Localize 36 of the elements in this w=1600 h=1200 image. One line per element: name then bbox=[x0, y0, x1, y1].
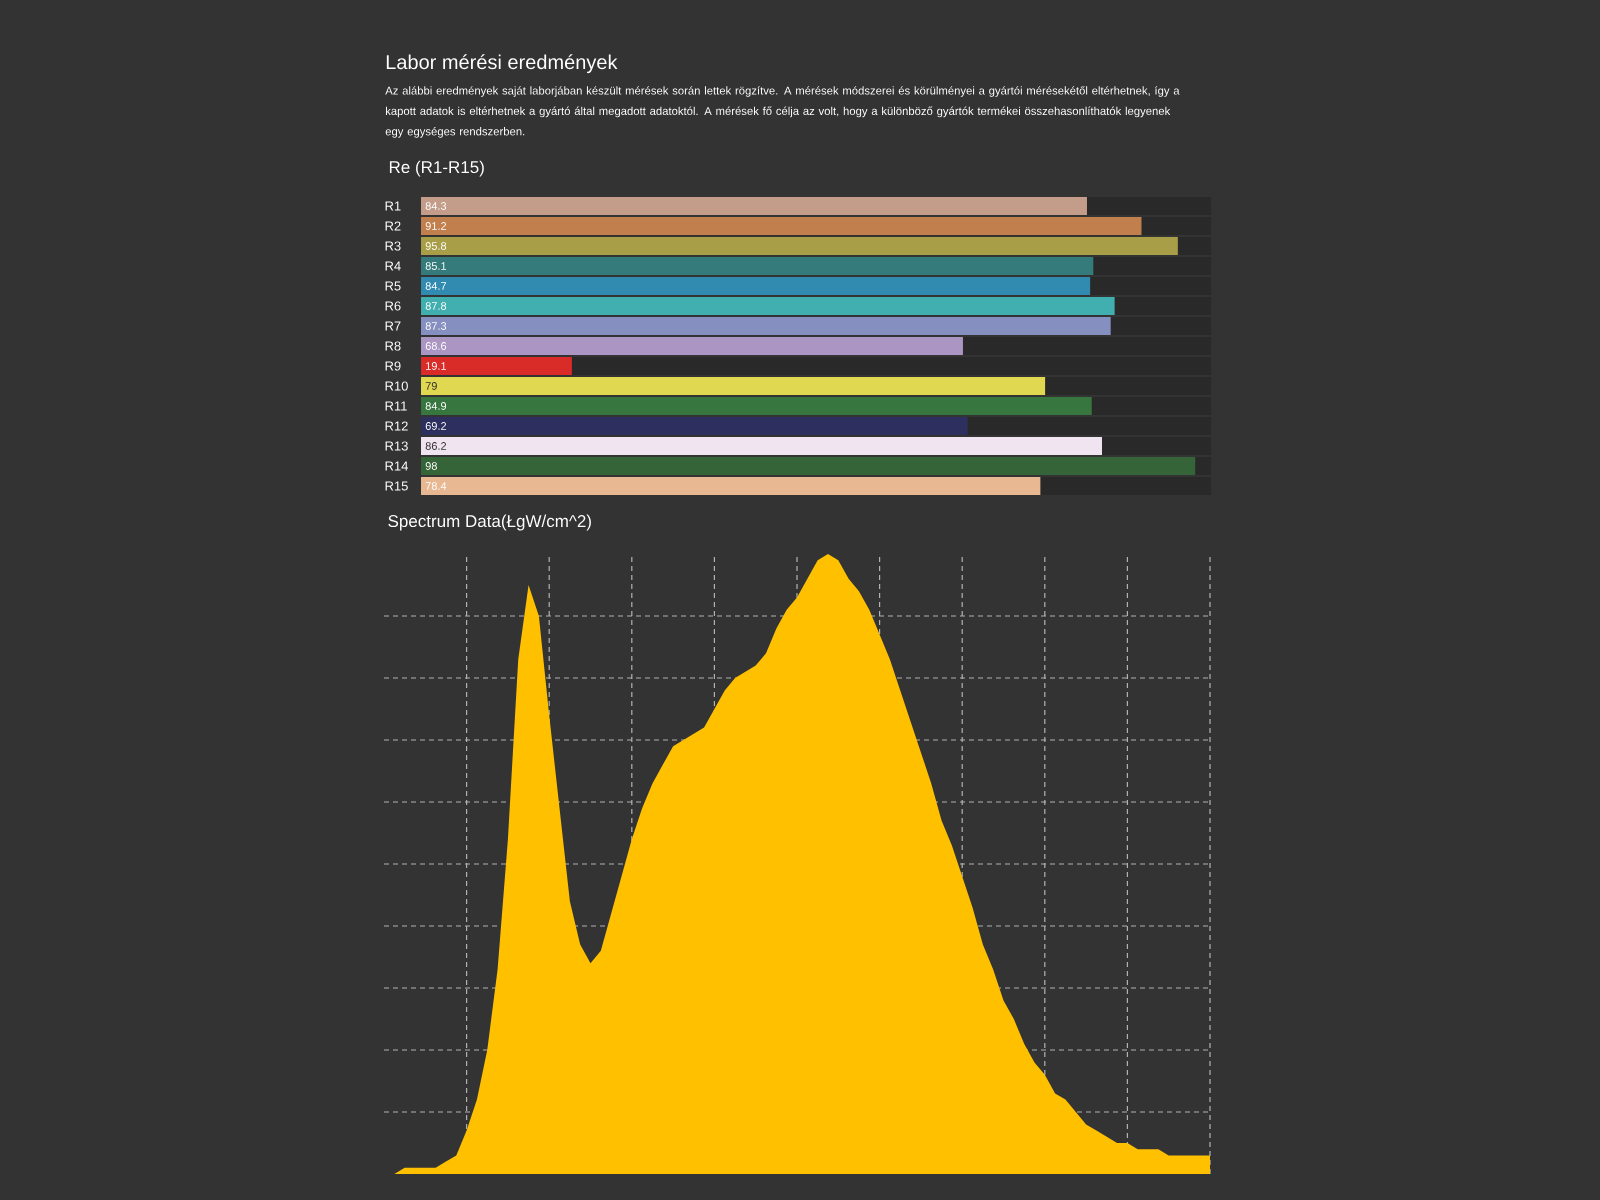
text: Labor mérési eredmények bbox=[386, 54, 618, 74]
data-label: 79 bbox=[425, 382, 437, 390]
y-tick-label: R10 bbox=[385, 381, 408, 391]
y-tick-label: R8 bbox=[385, 341, 401, 351]
y-tick-label: R14 bbox=[385, 461, 409, 471]
y-tick-label: R15 bbox=[385, 481, 408, 491]
y-tick-label: R2 bbox=[385, 221, 401, 231]
y-tick-label: R6 bbox=[385, 301, 401, 311]
y-tick-label: R4 bbox=[385, 261, 401, 271]
y-tick-label: R1 bbox=[385, 201, 401, 211]
chart-title: Spectrum Data(ŁgW/cm^2) bbox=[388, 514, 591, 531]
data-label: 91.2 bbox=[425, 222, 447, 230]
text: Az alábbi eredmények saját laborjában készült mérések során lettek rögzítve. A mérések módszerei és körülményei a gyártói mérésekétől eltérhetnek, így a kapott adatok is eltérhetnek a gyártó által megadott adatoktól. A mérések fő célja az volt, hogy a különböző gyártók termékei összehasonlíthatók legyenek egy egységes rendszerben. bbox=[385, 86, 1180, 138]
data-label: 84.7 bbox=[425, 282, 447, 290]
bar bbox=[421, 457, 1196, 475]
data-label: 19.1 bbox=[426, 362, 447, 370]
y-tick-label: R13 bbox=[385, 441, 408, 451]
y-tick-label: R12 bbox=[385, 421, 408, 431]
chart-title: Re (R1-R15) bbox=[389, 160, 484, 177]
data-label: 78.4 bbox=[425, 482, 447, 490]
data-label: 84.9 bbox=[425, 402, 447, 410]
data-label: 86.2 bbox=[425, 442, 447, 450]
data-label: 87.3 bbox=[425, 322, 447, 330]
data-label: 85.1 bbox=[425, 262, 447, 270]
data-label: 69.2 bbox=[425, 422, 447, 430]
data-label: 98 bbox=[425, 462, 437, 470]
y-tick-label: R5 bbox=[385, 281, 401, 291]
y-tick-label: R11 bbox=[385, 401, 407, 411]
data-label: 84.3 bbox=[425, 202, 447, 210]
data-label: 87.8 bbox=[425, 302, 447, 310]
y-tick-label: R3 bbox=[385, 241, 401, 251]
y-tick-label: R7 bbox=[385, 321, 401, 331]
bar bbox=[421, 357, 572, 375]
y-tick-label: R9 bbox=[385, 361, 401, 371]
data-label: 95.8 bbox=[425, 242, 447, 250]
data-label: 68.6 bbox=[425, 342, 447, 350]
